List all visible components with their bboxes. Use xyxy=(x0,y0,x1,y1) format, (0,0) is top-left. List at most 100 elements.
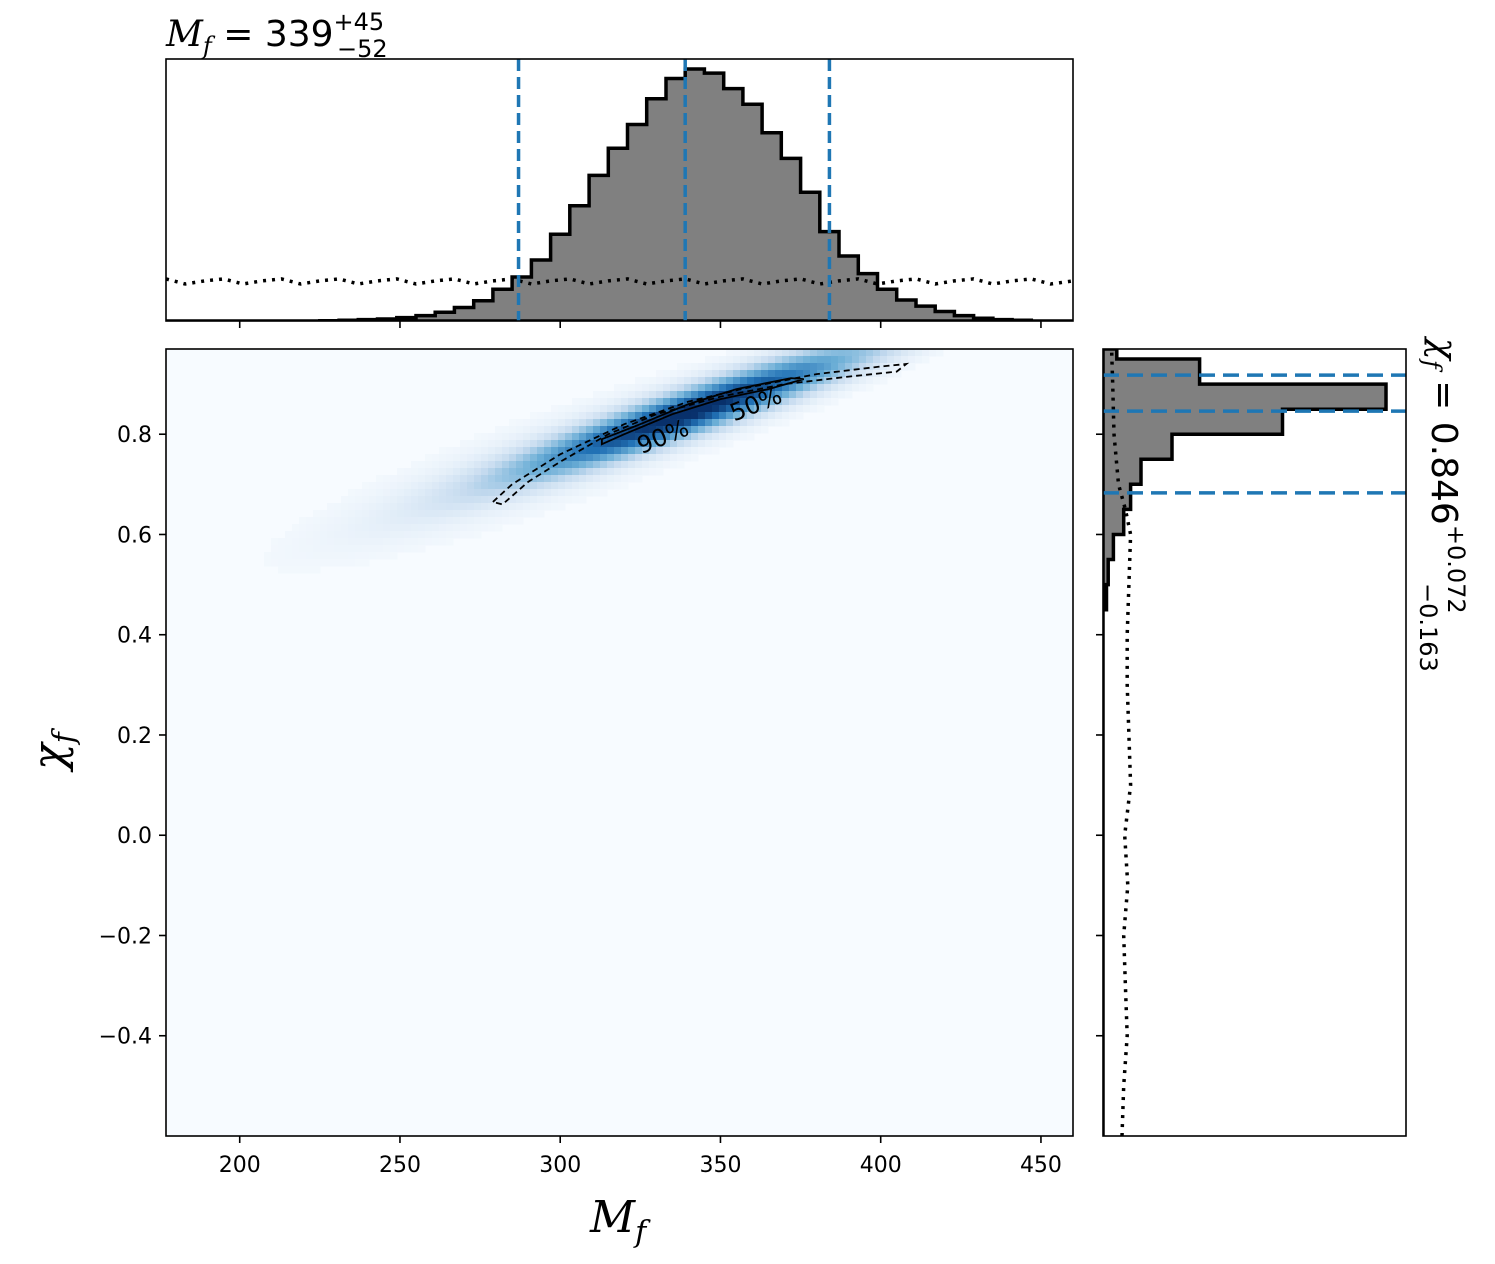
heatmap-cell xyxy=(649,426,657,434)
heatmap-cell xyxy=(796,398,804,406)
heatmap-cell xyxy=(306,552,314,560)
heatmap-cell xyxy=(397,538,405,546)
heatmap-cell xyxy=(488,475,496,483)
heatmap-cell xyxy=(481,475,489,483)
heatmap-cell xyxy=(579,426,587,434)
heatmap-cell xyxy=(663,447,671,455)
heatmap-cell xyxy=(474,475,482,483)
heatmap-cell xyxy=(509,503,517,511)
heatmap-cell xyxy=(586,398,594,406)
heatmap-cell xyxy=(873,377,881,385)
heatmap-cell xyxy=(411,461,419,469)
heatmap-cell xyxy=(411,475,419,483)
heatmap-cell xyxy=(628,433,636,441)
heatmap-cell xyxy=(635,440,643,448)
heatmap-cell xyxy=(649,440,657,448)
heatmap-cell xyxy=(880,377,888,385)
heatmap-cell xyxy=(509,454,517,462)
heatmap-cell xyxy=(530,433,538,441)
heatmap-cell xyxy=(299,517,307,525)
heatmap-cell xyxy=(502,503,510,511)
heatmap-cell xyxy=(663,377,671,385)
heatmap-cell xyxy=(733,384,741,392)
heatmap-cell xyxy=(712,405,720,413)
heatmap-cell xyxy=(614,419,622,427)
heatmap-cell xyxy=(754,349,762,357)
heatmap-cell xyxy=(537,510,545,518)
heatmap-cell xyxy=(684,412,692,420)
heatmap-cell xyxy=(593,398,601,406)
heatmap-cell xyxy=(621,454,629,462)
heatmap-cell xyxy=(705,398,713,406)
heatmap-cell xyxy=(635,468,643,476)
heatmap-cell xyxy=(544,426,552,434)
heatmap-cell xyxy=(831,377,839,385)
heatmap-cell xyxy=(544,503,552,511)
heatmap-cell xyxy=(838,391,846,399)
heatmap-cell xyxy=(299,559,307,567)
heatmap-cell xyxy=(432,538,440,546)
y-tick-label: 0.8 xyxy=(117,423,152,448)
heatmap-cell xyxy=(775,363,783,371)
heatmap-cell xyxy=(558,475,566,483)
heatmap-cell xyxy=(572,447,580,455)
heatmap-cell xyxy=(551,440,559,448)
heatmap-cell xyxy=(586,475,594,483)
heatmap-cell xyxy=(530,475,538,483)
heatmap-cell xyxy=(306,566,314,574)
heatmap-cell xyxy=(530,496,538,504)
heatmap-cell xyxy=(677,398,685,406)
heatmap-cell xyxy=(558,468,566,476)
heatmap-cell xyxy=(579,489,587,497)
heatmap-cell xyxy=(803,370,811,378)
heatmap-cell xyxy=(460,447,468,455)
heatmap-cell xyxy=(481,468,489,476)
heatmap-cell xyxy=(460,475,468,483)
heatmap-cell xyxy=(670,426,678,434)
heatmap-cell xyxy=(390,524,398,532)
heatmap-cell xyxy=(565,440,573,448)
heatmap-cell xyxy=(523,461,531,469)
heatmap-cell xyxy=(628,405,636,413)
heatmap-cell xyxy=(789,356,797,364)
heatmap-cell xyxy=(292,524,300,532)
heatmap-cell xyxy=(663,384,671,392)
heatmap-cell xyxy=(523,475,531,483)
heatmap-cell xyxy=(719,384,727,392)
heatmap-cell xyxy=(705,412,713,420)
heatmap-cell xyxy=(397,524,405,532)
heatmap-cell xyxy=(418,496,426,504)
y-tick-label: −0.2 xyxy=(99,924,152,949)
heatmap-cell xyxy=(383,538,391,546)
heatmap-cell xyxy=(523,496,531,504)
heatmap-cell xyxy=(418,489,426,497)
heatmap-cell xyxy=(691,391,699,399)
heatmap-cell xyxy=(824,356,832,364)
heatmap-cell xyxy=(537,482,545,490)
heatmap-cell xyxy=(299,531,307,539)
heatmap-cell xyxy=(698,363,706,371)
heatmap-cell xyxy=(474,503,482,511)
heatmap-cell xyxy=(824,363,832,371)
heatmap-cell xyxy=(551,412,559,420)
heatmap-cell xyxy=(754,426,762,434)
heatmap-cell xyxy=(621,433,629,441)
heatmap-cell xyxy=(460,524,468,532)
heatmap-cell xyxy=(558,440,566,448)
heatmap-cell xyxy=(530,510,538,518)
heatmap-cell xyxy=(453,475,461,483)
heatmap-cell xyxy=(796,349,804,357)
heatmap-cell xyxy=(677,426,685,434)
heatmap-cell xyxy=(383,524,391,532)
heatmap-cell xyxy=(810,349,818,357)
heatmap-cell xyxy=(488,468,496,476)
heatmap-cell xyxy=(614,461,622,469)
x-tick-label: 350 xyxy=(699,1153,741,1178)
heatmap-cell xyxy=(670,447,678,455)
heatmap-cell xyxy=(593,475,601,483)
heatmap-cell xyxy=(621,440,629,448)
heatmap-cell xyxy=(873,349,881,357)
heatmap-cell xyxy=(726,384,734,392)
heatmap-cell xyxy=(355,524,363,532)
heatmap-cell xyxy=(523,426,531,434)
